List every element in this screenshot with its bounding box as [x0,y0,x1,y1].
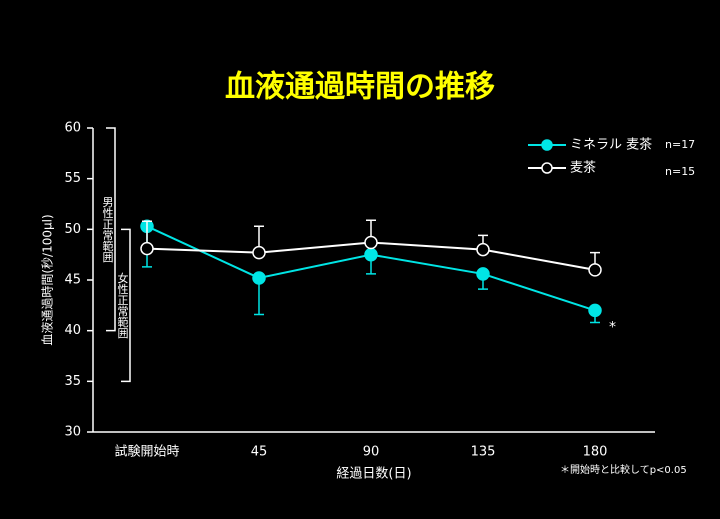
y-tick-label: 60 [64,121,81,136]
marker [476,267,490,281]
legend-label: 麦茶 [570,160,596,176]
legend-marker [541,162,553,174]
y-tick-label: 45 [64,273,81,288]
marker [476,242,490,257]
range-label: 男性正常範囲 [101,196,114,263]
chart-title: 血液通過時間の推移 [225,70,495,105]
legend-n: n=17 [665,138,695,151]
y-axis-label: 血液通過時間(秒/100μl) [40,214,55,345]
x-axis-label: 経過日数(日) [336,467,411,482]
legend-marker [541,139,553,151]
y-tick-label: 30 [64,425,81,440]
x-tick-label: 180 [583,445,608,460]
x-tick-label: 90 [363,445,380,460]
marker [588,303,602,318]
marker [252,245,266,260]
x-tick-label: 135 [471,445,496,460]
marker [252,271,266,285]
marker [364,247,378,262]
marker [588,263,602,277]
x-tick-label: 試験開始時 [114,444,179,460]
y-tick-label: 40 [64,323,81,338]
annotation: * [609,319,616,335]
footnote: ＊開始時と比較してp<0.05 [560,463,687,476]
y-tick-label: 50 [64,222,81,237]
range-label: 女性正常範囲 [116,271,129,339]
legend-n: n=15 [665,165,695,178]
range-bracket [106,127,116,332]
marker [364,235,378,250]
y-tick-label: 35 [64,374,81,389]
x-tick-label: 45 [251,445,268,460]
range-bracket [121,228,131,383]
y-tick-label: 55 [64,171,81,186]
marker [140,241,154,256]
legend-label: ミネラル 麦茶 [570,137,652,153]
